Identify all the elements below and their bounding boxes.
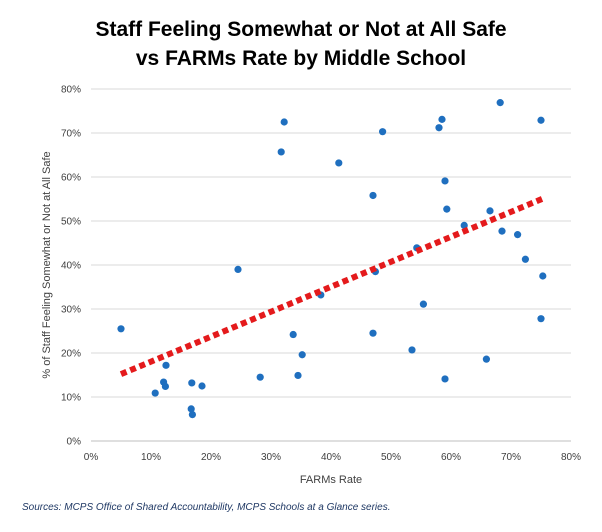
data-point — [188, 411, 196, 419]
data-point — [486, 207, 494, 215]
data-point — [496, 99, 504, 107]
y-tick-label: 20% — [61, 349, 81, 360]
y-tick-labels: 0% 10% 20% 30% 40% 50% 60% 70% 80% — [61, 85, 81, 448]
y-axis-label: % of Staff Feeling Somewhat or Not at Al… — [41, 151, 53, 378]
data-point — [443, 205, 451, 213]
y-tick-label: 10% — [61, 393, 81, 404]
x-tick-label: 10% — [141, 452, 161, 463]
data-point — [256, 373, 264, 381]
y-tick-label: 50% — [61, 217, 81, 228]
data-point — [289, 330, 297, 339]
x-axis-label: FARMs Rate — [300, 474, 362, 486]
data-point — [151, 389, 159, 397]
y-tick-label: 80% — [61, 85, 81, 96]
data-point — [294, 371, 302, 380]
x-tick-label: 50% — [381, 452, 401, 463]
data-point — [441, 375, 449, 383]
data-point — [117, 325, 125, 333]
data-point — [234, 265, 242, 273]
chart-title-line2: vs FARMs Rate by Middle School — [135, 47, 467, 70]
y-tick-label: 0% — [67, 437, 82, 448]
data-point — [435, 124, 443, 132]
data-point — [498, 227, 506, 235]
data-point — [482, 355, 490, 363]
data-point — [438, 115, 446, 123]
gridlines — [91, 88, 571, 398]
x-tick-label: 70% — [501, 452, 521, 463]
data-point — [460, 221, 468, 229]
data-point — [514, 231, 522, 239]
y-tick-label: 40% — [61, 261, 81, 272]
data-point — [187, 405, 195, 413]
data-point — [188, 379, 196, 387]
x-tick-label: 20% — [201, 452, 221, 463]
x-tick-labels: 0% 10% 20% 30% 40% 50% 60% 70% 80% — [84, 452, 581, 463]
data-points — [117, 99, 547, 419]
x-tick-label: 30% — [261, 452, 281, 463]
data-point — [161, 382, 169, 391]
source-note: Sources: MCPS Office of Shared Accountab… — [22, 502, 391, 513]
data-point — [537, 315, 545, 323]
data-point — [335, 159, 343, 167]
x-tick-label: 80% — [561, 452, 581, 463]
data-point — [198, 382, 206, 390]
data-point — [298, 351, 306, 359]
data-point — [280, 118, 288, 126]
data-point — [539, 272, 547, 280]
chart-title-line1: Staff Feeling Somewhat or Not at All Saf… — [95, 18, 507, 41]
y-tick-label: 70% — [61, 129, 81, 140]
data-point — [419, 300, 427, 308]
data-point — [408, 346, 416, 354]
data-point — [537, 116, 545, 124]
data-point — [162, 361, 170, 369]
x-tick-label: 60% — [441, 452, 461, 463]
data-point — [369, 191, 377, 200]
data-point — [379, 128, 387, 136]
x-tick-label: 0% — [84, 452, 99, 463]
data-point — [521, 255, 530, 263]
y-tick-label: 60% — [61, 173, 81, 184]
data-point — [369, 329, 377, 337]
trend-line — [119, 195, 546, 377]
data-point — [441, 177, 449, 185]
x-tick-label: 40% — [321, 452, 341, 463]
data-point — [277, 148, 285, 156]
y-tick-label: 30% — [61, 305, 81, 316]
